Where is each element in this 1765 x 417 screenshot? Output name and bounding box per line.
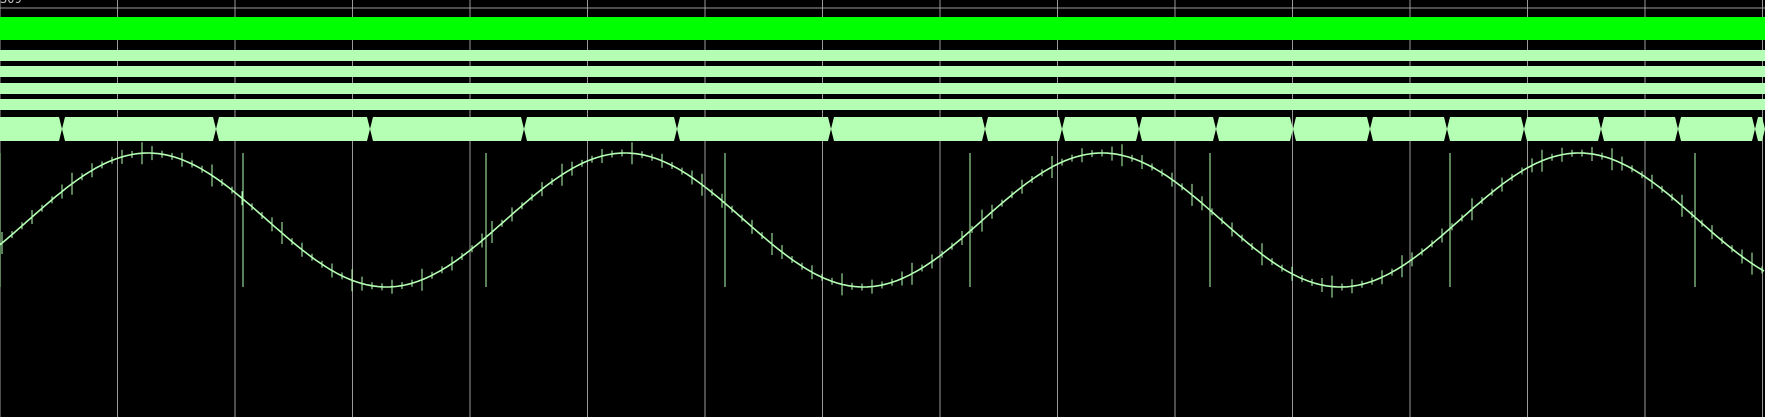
bus-segment bbox=[985, 117, 1062, 141]
analog-wave-line bbox=[0, 152, 1765, 288]
bus-segment bbox=[1216, 117, 1293, 141]
bus-segment bbox=[1601, 117, 1678, 141]
bus-signal bbox=[0, 117, 1765, 141]
bus-segment bbox=[370, 117, 524, 141]
bus-segment bbox=[0, 117, 62, 141]
bus-segment bbox=[1755, 117, 1765, 141]
bit-4-high bbox=[0, 99, 1765, 110]
analog-signal bbox=[0, 142, 1765, 298]
bus-segment bbox=[524, 117, 677, 141]
bit-signals bbox=[0, 17, 1765, 110]
bus-segment bbox=[62, 117, 216, 141]
bus-segment bbox=[1370, 117, 1447, 141]
time-cursor-label: 309 bbox=[0, 0, 22, 5]
wide-bit-high bbox=[0, 17, 1765, 40]
bus-segment bbox=[1447, 117, 1524, 141]
bit-1-high bbox=[0, 50, 1765, 61]
bus-segment bbox=[1139, 117, 1216, 141]
bus-segment bbox=[1678, 117, 1755, 141]
bus-segment bbox=[216, 117, 370, 141]
bit-2-high bbox=[0, 66, 1765, 77]
bus-segment bbox=[1524, 117, 1601, 141]
bus-segment bbox=[831, 117, 985, 141]
bus-segment bbox=[1062, 117, 1139, 141]
bus-segment bbox=[677, 117, 831, 141]
bit-3-high bbox=[0, 83, 1765, 94]
bus-segment bbox=[1293, 117, 1370, 141]
